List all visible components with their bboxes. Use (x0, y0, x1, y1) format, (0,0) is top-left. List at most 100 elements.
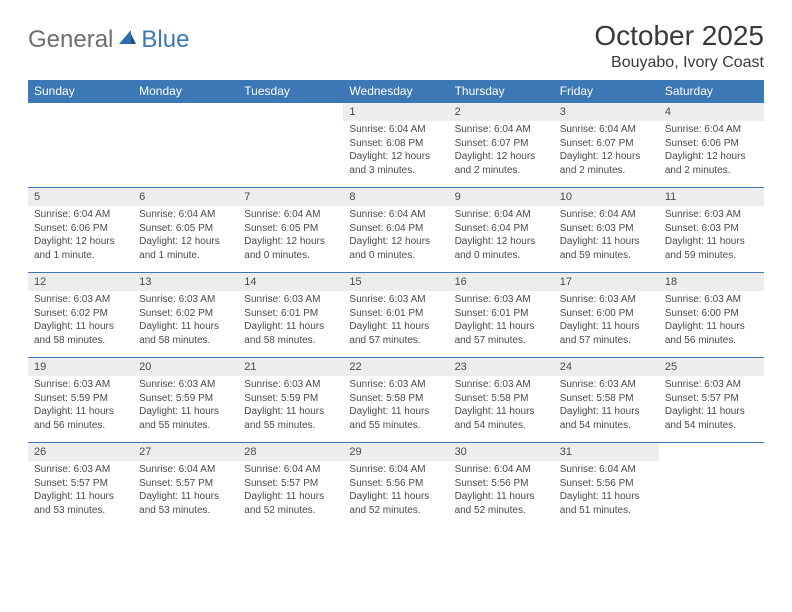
day-detail-cell (133, 121, 238, 188)
sunset-text: Sunset: 6:01 PM (244, 307, 337, 321)
sunrise-text: Sunrise: 6:04 AM (349, 123, 442, 137)
day-detail-cell: Sunrise: 6:04 AMSunset: 5:56 PMDaylight:… (449, 461, 554, 527)
day-number-cell: 8 (343, 188, 448, 207)
sunset-text: Sunset: 5:59 PM (34, 392, 127, 406)
daylight-text: Daylight: 12 hours and 2 minutes. (560, 150, 653, 177)
day-number: 28 (244, 446, 256, 458)
day-number-cell: 14 (238, 273, 343, 292)
day-number: 18 (665, 276, 677, 288)
dayhead-monday: Monday (133, 80, 238, 103)
sunset-text: Sunset: 6:03 PM (560, 222, 653, 236)
detail-row: Sunrise: 6:03 AM Sunset: 6:02 PM Daylight:… (28, 291, 764, 358)
day-detail-cell (28, 121, 133, 188)
day-detail-cell (238, 121, 343, 188)
daylight-text: Daylight: 12 hours and 0 minutes. (244, 235, 337, 262)
day-detail-cell: Sunrise: 6:04 AMSunset: 5:57 PMDaylight:… (133, 461, 238, 527)
day-header-row: Sunday Monday Tuesday Wednesday Thursday… (28, 80, 764, 103)
detail-row: Sunrise: 6:04 AMSunset: 6:06 PMDaylight:… (28, 206, 764, 273)
sunrise-text: Sunrise: 6:04 AM (455, 123, 548, 137)
daylight-text: Daylight: 11 hours and 59 minutes. (560, 235, 653, 262)
day-number-cell (133, 103, 238, 122)
day-number: 13 (139, 276, 151, 288)
daynum-row: 567891011 (28, 188, 764, 207)
day-number: 2 (455, 106, 461, 118)
daylight-text: Daylight: 11 hours and 58 minutes. (244, 320, 337, 347)
sunset-text: Sunset: 5:56 PM (455, 477, 548, 491)
day-number: 24 (560, 361, 572, 373)
day-number-cell: 9 (449, 188, 554, 207)
day-number: 25 (665, 361, 677, 373)
page-header: General Blue October 2025 Bouyabo, Ivory… (28, 20, 764, 72)
sunrise-text: Sunrise: 6:03 AM (455, 293, 548, 307)
daylight-text: Daylight: 11 hours and 52 minutes. (349, 490, 442, 517)
sunrise-text: Sunrise: 6:03 AM (34, 293, 127, 307)
daynum-row: 262728293031 (28, 443, 764, 462)
sunrise-text: Sunrise: 6:04 AM (349, 463, 442, 477)
sunrise-text: Sunrise: 6:04 AM (34, 208, 127, 222)
sunset-text: Sunset: 6:03 PM (665, 222, 758, 236)
logo-text-general: General (28, 26, 113, 54)
day-detail-cell: Sunrise: 6:04 AMSunset: 5:57 PMDaylight:… (238, 461, 343, 527)
sunrise-text: Sunrise: 6:03 AM (665, 208, 758, 222)
day-number-cell: 28 (238, 443, 343, 462)
sunrise-text: Sunrise: 6:03 AM (34, 463, 127, 477)
dayhead-sunday: Sunday (28, 80, 133, 103)
daylight-text: Daylight: 11 hours and 58 minutes. (34, 320, 127, 347)
day-number-cell: 17 (554, 273, 659, 292)
day-number-cell: 10 (554, 188, 659, 207)
sunrise-text: Sunrise: 6:03 AM (244, 293, 337, 307)
logo: General Blue (28, 26, 189, 54)
day-number: 16 (455, 276, 467, 288)
daynum-row: 1 2 3 4 (28, 103, 764, 122)
day-number-cell (659, 443, 764, 462)
dayhead-friday: Friday (554, 80, 659, 103)
sunset-text: Sunset: 6:06 PM (34, 222, 127, 236)
sunset-text: Sunset: 6:05 PM (139, 222, 232, 236)
daylight-text: Daylight: 11 hours and 56 minutes. (665, 320, 758, 347)
sunrise-text: Sunrise: 6:04 AM (455, 208, 548, 222)
day-number-cell: 4 (659, 103, 764, 122)
logo-sail-icon (117, 28, 137, 53)
sunrise-text: Sunrise: 6:03 AM (244, 378, 337, 392)
day-number-cell: 2 (449, 103, 554, 122)
day-detail-cell: Sunrise: 6:04 AMSunset: 5:56 PMDaylight:… (343, 461, 448, 527)
day-number: 3 (560, 106, 566, 118)
day-number: 30 (455, 446, 467, 458)
sunset-text: Sunset: 6:01 PM (349, 307, 442, 321)
day-detail-cell: Sunrise: 6:04 AMSunset: 6:05 PMDaylight:… (133, 206, 238, 273)
day-number-cell: 13 (133, 273, 238, 292)
daylight-text: Daylight: 11 hours and 55 minutes. (349, 405, 442, 432)
sunrise-text: Sunrise: 6:04 AM (244, 463, 337, 477)
day-number-cell: 27 (133, 443, 238, 462)
day-number: 6 (139, 191, 145, 203)
day-detail-cell: Sunrise: 6:04 AMSunset: 6:06 PMDaylight:… (28, 206, 133, 273)
day-number: 1 (349, 106, 355, 118)
day-number: 7 (244, 191, 250, 203)
daylight-text: Daylight: 11 hours and 54 minutes. (560, 405, 653, 432)
day-detail-cell: Sunrise: 6:03 AMSunset: 5:57 PMDaylight:… (28, 461, 133, 527)
sunset-text: Sunset: 6:04 PM (349, 222, 442, 236)
sunset-text: Sunset: 6:06 PM (665, 137, 758, 151)
daylight-text: Daylight: 11 hours and 54 minutes. (455, 405, 548, 432)
day-detail-cell: Sunrise: 6:03 AMSunset: 5:59 PMDaylight:… (238, 376, 343, 443)
sunrise-text: Sunrise: 6:03 AM (560, 378, 653, 392)
sunset-text: Sunset: 5:58 PM (455, 392, 548, 406)
dayhead-tuesday: Tuesday (238, 80, 343, 103)
daylight-text: Daylight: 11 hours and 53 minutes. (139, 490, 232, 517)
day-detail-cell: Sunrise: 6:03 AMSunset: 5:59 PMDaylight:… (133, 376, 238, 443)
sunset-text: Sunset: 6:02 PM (139, 307, 232, 321)
day-number-cell: 11 (659, 188, 764, 207)
day-detail-cell: Sunrise: 6:03 AMSunset: 5:59 PMDaylight:… (28, 376, 133, 443)
month-title: October 2025 (594, 20, 764, 52)
day-number-cell: 19 (28, 358, 133, 377)
sunrise-text: Sunrise: 6:04 AM (139, 463, 232, 477)
detail-row: Sunrise: 6:03 AMSunset: 5:59 PMDaylight:… (28, 376, 764, 443)
day-number-cell: 18 (659, 273, 764, 292)
sunrise-text: Sunrise: 6:04 AM (560, 463, 653, 477)
detail-row: Sunrise: 6:04 AMSunset: 6:08 PMDaylight:… (28, 121, 764, 188)
calendar-body: 1 2 3 4Sunrise: 6:04 AMSunset: 6:08 PMDayli… (28, 103, 764, 528)
day-detail-cell (659, 461, 764, 527)
daylight-text: Daylight: 11 hours and 57 minutes. (455, 320, 548, 347)
daylight-text: Daylight: 11 hours and 56 minutes. (34, 405, 127, 432)
sunset-text: Sunset: 6:07 PM (455, 137, 548, 151)
